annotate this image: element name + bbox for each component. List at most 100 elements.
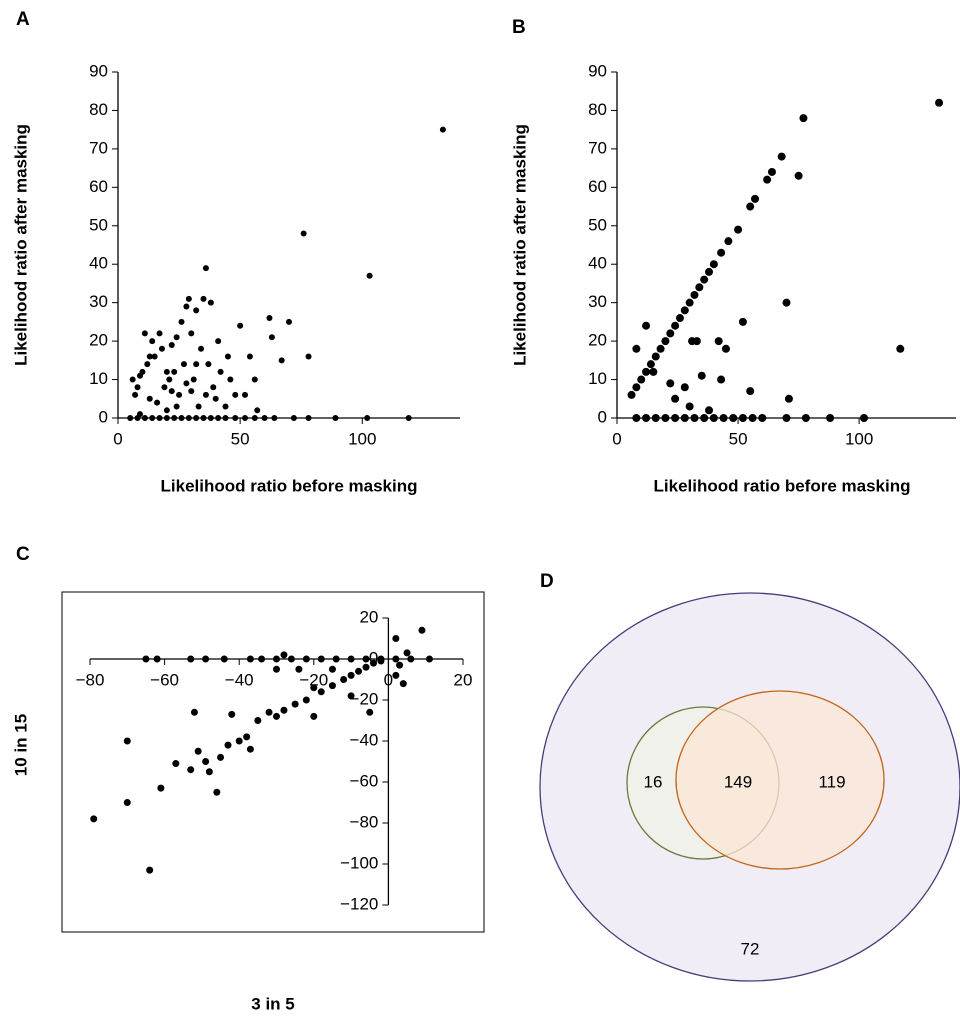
point <box>405 415 412 421</box>
point <box>651 352 660 361</box>
point <box>200 295 207 302</box>
point <box>709 414 718 422</box>
y-tick-label: 60 <box>588 177 607 196</box>
point <box>859 414 868 422</box>
point <box>637 375 646 384</box>
point <box>305 415 312 421</box>
point <box>291 700 299 708</box>
point <box>646 360 655 369</box>
point <box>227 376 234 383</box>
point <box>141 415 148 421</box>
point <box>717 375 726 384</box>
x-axis-label: 3 in 5 <box>251 994 294 1013</box>
point <box>195 403 202 410</box>
point <box>310 684 318 692</box>
point <box>212 395 219 402</box>
point <box>280 651 288 659</box>
point <box>213 788 221 796</box>
point <box>724 237 733 246</box>
point <box>205 361 212 368</box>
region-count: 119 <box>818 772 845 791</box>
y-tick-label: 0 <box>369 648 378 667</box>
y-tick-label: 40 <box>588 254 607 273</box>
right-set <box>675 690 885 870</box>
point <box>690 414 699 422</box>
point <box>675 314 684 323</box>
y-tick-label: −60 <box>350 771 379 790</box>
point <box>685 298 694 307</box>
point <box>392 655 400 663</box>
point <box>403 649 411 657</box>
point <box>173 403 180 410</box>
point <box>185 415 192 421</box>
point <box>392 671 400 679</box>
y-tick-label: 80 <box>89 100 108 119</box>
point <box>193 307 200 314</box>
point <box>190 708 198 716</box>
point <box>215 415 222 421</box>
point <box>156 330 163 337</box>
point <box>758 414 767 422</box>
point <box>178 415 185 421</box>
point <box>149 338 156 345</box>
point <box>746 202 755 211</box>
point <box>328 682 336 690</box>
point <box>366 272 373 279</box>
point <box>714 337 723 346</box>
point <box>632 383 641 392</box>
point <box>127 415 134 421</box>
y-tick-label: 40 <box>89 254 108 273</box>
point <box>280 706 288 714</box>
point <box>232 415 239 421</box>
point <box>794 171 803 180</box>
point <box>700 275 709 284</box>
point <box>377 655 385 663</box>
point <box>362 655 370 663</box>
point <box>193 361 200 368</box>
y-tick-label: 10 <box>588 369 607 388</box>
x-tick-label: −40 <box>225 670 254 689</box>
point <box>163 407 170 414</box>
point <box>265 708 273 716</box>
point <box>228 710 236 718</box>
point <box>193 415 200 421</box>
point <box>418 626 426 634</box>
point <box>347 655 355 663</box>
point <box>310 712 318 720</box>
point <box>273 665 280 673</box>
point <box>717 248 726 257</box>
point <box>176 391 183 398</box>
y-tick-label: −40 <box>350 730 379 749</box>
point <box>734 225 743 234</box>
point <box>123 799 131 806</box>
point <box>278 357 285 364</box>
point <box>642 367 651 376</box>
point <box>168 388 175 395</box>
point <box>149 415 156 421</box>
y-tick-label: −20 <box>350 689 379 708</box>
x-tick-label: 50 <box>729 429 748 448</box>
x-tick-label: 0 <box>612 429 621 448</box>
point <box>767 167 776 176</box>
point <box>163 415 170 421</box>
y-tick-label: 20 <box>89 331 108 350</box>
y-tick-label: 90 <box>89 61 108 80</box>
point <box>896 344 905 353</box>
y-tick-label: 70 <box>89 138 108 157</box>
point <box>222 415 229 421</box>
point <box>784 394 793 403</box>
point <box>746 387 755 396</box>
point <box>392 635 400 642</box>
point <box>642 414 651 422</box>
y-tick-label: 20 <box>588 331 607 350</box>
point <box>180 361 187 368</box>
point <box>266 315 273 322</box>
point <box>172 760 180 768</box>
x-tick-label: −80 <box>76 670 105 689</box>
point <box>305 353 312 360</box>
point <box>258 655 266 663</box>
point <box>198 345 205 352</box>
point <box>161 384 168 391</box>
point <box>273 655 280 663</box>
point <box>328 665 336 673</box>
